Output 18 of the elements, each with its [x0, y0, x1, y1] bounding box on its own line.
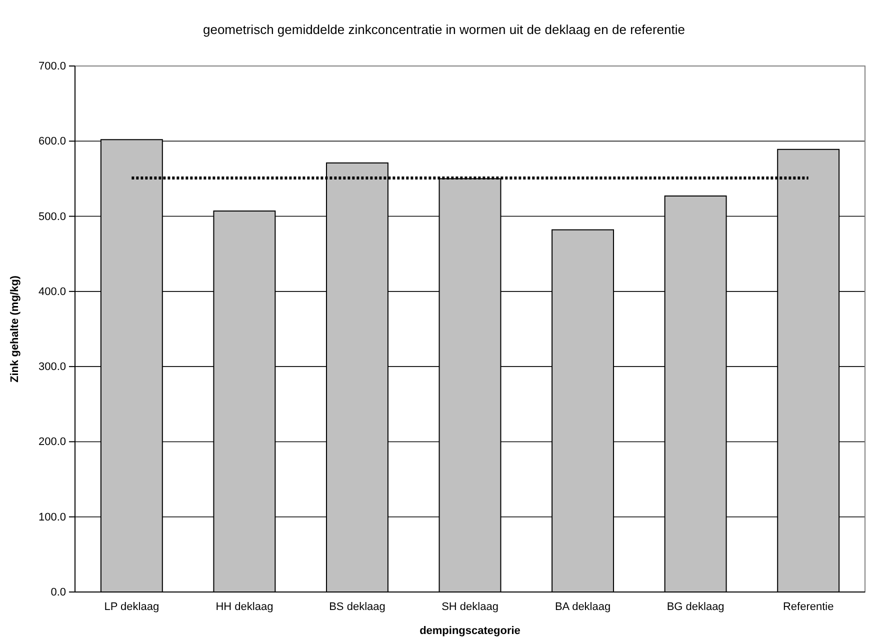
y-tick-label: 0.0 — [50, 586, 66, 599]
y-tick-label: 100.0 — [38, 511, 66, 524]
chart-title: geometrisch gemiddelde zinkconcentratie in wormen uit de deklaag en de referentie — [202, 22, 686, 37]
y-tick-label: 200.0 — [38, 436, 66, 448]
x-tick-label: SH deklaag — [442, 600, 498, 613]
y-tick-label: 700.0 — [38, 60, 66, 73]
y-axis-title: Zink gehalte (mg/kg) — [9, 275, 21, 382]
x-tick-label: BG deklaag — [666, 600, 724, 613]
x-tick-label: Referentie — [782, 600, 834, 613]
y-tick-label: 400.0 — [38, 286, 66, 298]
x-tick-label: LP deklaag — [104, 600, 160, 613]
x-tick-label: BS deklaag — [329, 600, 386, 613]
y-tick-label: 600.0 — [38, 136, 66, 148]
y-tick-label: 500.0 — [38, 210, 66, 223]
y-tick-label: 300.0 — [38, 361, 66, 374]
x-tick-label: HH deklaag — [216, 600, 274, 613]
x-axis-title: dempingscategorie — [420, 625, 520, 637]
x-tick-label: BA deklaag — [554, 600, 611, 613]
